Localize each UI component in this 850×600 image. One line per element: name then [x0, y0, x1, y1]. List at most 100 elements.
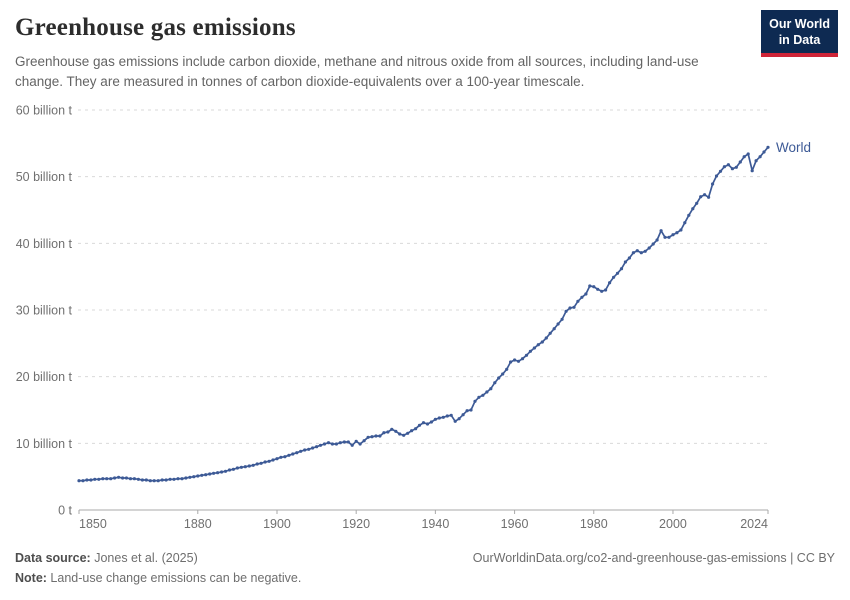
owid-logo-line2: in Data	[778, 33, 821, 48]
data-point	[421, 421, 426, 425]
data-point	[216, 471, 220, 475]
data-point	[172, 477, 176, 481]
chart-title: Greenhouse gas emissions	[15, 14, 296, 41]
data-point	[536, 343, 540, 347]
data-point	[366, 435, 370, 439]
data-point	[726, 163, 731, 167]
data-point	[560, 317, 564, 321]
data-point	[699, 195, 703, 199]
data-point	[481, 393, 485, 397]
data-point	[188, 475, 192, 479]
data-point	[445, 414, 449, 418]
data-point	[477, 395, 481, 399]
data-point	[200, 473, 204, 477]
data-point	[105, 477, 109, 481]
data-point	[730, 167, 735, 171]
data-point	[227, 468, 232, 472]
note: Note: Land-use change emissions can be n…	[15, 571, 301, 585]
data-point	[588, 284, 592, 288]
data-point	[398, 432, 402, 436]
x-tick-label: 1920	[342, 517, 370, 531]
data-point	[659, 229, 663, 233]
data-point	[311, 446, 315, 450]
data-point	[113, 476, 117, 480]
data-point	[461, 413, 465, 417]
data-point	[619, 267, 624, 271]
data-point	[572, 305, 576, 309]
data-point	[592, 285, 596, 289]
data-point	[121, 476, 125, 480]
data-point	[457, 417, 461, 421]
data-point	[176, 477, 180, 481]
data-point	[627, 256, 632, 260]
data-point	[279, 455, 283, 459]
data-point	[196, 474, 200, 478]
data-point	[695, 201, 699, 205]
data-point	[734, 165, 738, 169]
emissions-line	[78, 146, 769, 482]
data-point	[136, 477, 140, 481]
note-value: Land-use change emissions can be negativ…	[46, 571, 302, 585]
data-point	[156, 479, 160, 483]
data-point	[489, 387, 493, 391]
data-point	[540, 340, 544, 344]
data-point	[81, 479, 85, 483]
data-point	[342, 440, 346, 444]
data-point	[655, 238, 659, 242]
data-point	[117, 475, 121, 479]
data-point	[497, 376, 501, 380]
data-point	[315, 445, 319, 449]
owid-logo-line1: Our World	[769, 17, 830, 31]
data-source-label: Data source:	[15, 551, 91, 565]
data-point	[77, 479, 81, 483]
data-point	[109, 477, 113, 481]
data-point	[223, 469, 228, 473]
data-point	[231, 467, 235, 471]
data-point	[513, 358, 517, 362]
data-point	[287, 453, 291, 457]
data-point	[124, 476, 129, 480]
data-point	[291, 452, 295, 456]
y-tick-label: 20 billion t	[16, 370, 73, 384]
data-point	[85, 478, 89, 482]
canonical-url[interactable]: OurWorldinData.org/co2-and-greenhouse-ga…	[472, 551, 835, 565]
data-point	[707, 195, 711, 199]
data-point	[742, 155, 746, 159]
data-point	[255, 462, 259, 466]
x-tick-label: 2024	[740, 517, 768, 531]
data-point	[631, 251, 636, 255]
data-point	[596, 287, 600, 291]
data-point	[370, 435, 374, 439]
data-point	[505, 367, 509, 371]
data-point	[164, 478, 168, 482]
data-point	[152, 479, 156, 483]
data-point	[318, 443, 323, 447]
data-point	[180, 477, 184, 481]
data-point	[548, 331, 552, 335]
y-tick-label: 50 billion t	[16, 170, 73, 184]
data-point	[441, 415, 445, 419]
data-point	[132, 477, 136, 481]
data-point	[259, 461, 263, 465]
data-point	[758, 155, 762, 159]
data-source: Data source: Jones et al. (2025)	[15, 548, 198, 568]
data-point	[326, 441, 331, 445]
data-point	[691, 207, 695, 211]
data-point	[204, 473, 208, 477]
data-point	[469, 408, 473, 412]
x-tick-label: 2000	[659, 517, 687, 531]
data-point	[192, 475, 196, 479]
owid-logo[interactable]: Our World in Data	[761, 10, 838, 57]
y-tick-label: 0 t	[58, 504, 72, 518]
data-point	[762, 150, 766, 154]
data-point	[148, 479, 152, 483]
data-point	[330, 442, 334, 446]
data-point	[663, 235, 667, 239]
data-point	[168, 477, 172, 481]
chart-subtitle: Greenhouse gas emissions include carbon …	[15, 54, 699, 90]
data-point	[671, 233, 675, 237]
x-tick-label: 1980	[580, 517, 608, 531]
data-point	[402, 433, 406, 437]
data-point	[766, 145, 770, 149]
emissions-line-chart[interactable]: 0 t 10 billion t 20 billion t 30 billion t 4…	[0, 0, 850, 545]
